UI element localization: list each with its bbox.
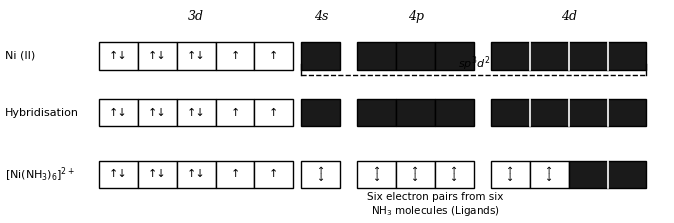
Bar xyxy=(357,161,396,188)
Text: 4p: 4p xyxy=(408,10,423,23)
Bar xyxy=(301,99,340,126)
Bar xyxy=(491,161,530,188)
Text: ↑: ↑ xyxy=(411,166,420,176)
Text: ↑: ↑ xyxy=(269,51,278,61)
Bar xyxy=(491,99,646,126)
Text: $sp^3d^2$: $sp^3d^2$ xyxy=(458,54,490,73)
Text: ↑↓: ↑↓ xyxy=(148,107,166,118)
Bar xyxy=(98,42,137,70)
Text: ↑↓: ↑↓ xyxy=(109,169,127,179)
Text: ↓: ↓ xyxy=(506,173,514,183)
Text: ↑↓: ↑↓ xyxy=(187,169,206,179)
Text: Ni (II): Ni (II) xyxy=(5,51,35,61)
Bar xyxy=(98,99,137,126)
Text: ↑↓: ↑↓ xyxy=(109,107,127,118)
Bar xyxy=(396,161,435,188)
Bar xyxy=(137,99,177,126)
Bar xyxy=(435,161,474,188)
Text: 4d: 4d xyxy=(561,10,576,23)
Text: ↑↓: ↑↓ xyxy=(187,51,206,61)
Text: ↑: ↑ xyxy=(450,166,458,176)
Bar xyxy=(357,42,396,70)
Bar xyxy=(216,42,255,70)
Bar xyxy=(530,161,569,188)
Text: 3d: 3d xyxy=(188,10,204,23)
Bar xyxy=(255,99,293,126)
Text: ↓: ↓ xyxy=(545,173,553,183)
Text: ↑: ↑ xyxy=(373,166,381,176)
Text: ↑: ↑ xyxy=(231,107,240,118)
Text: ↑↓: ↑↓ xyxy=(148,51,166,61)
Bar xyxy=(255,161,293,188)
Bar xyxy=(357,99,396,126)
Bar xyxy=(301,42,340,70)
Text: ↓: ↓ xyxy=(317,173,325,183)
Text: Hybridisation: Hybridisation xyxy=(5,107,79,118)
Text: [Ni(NH$_3$)$_6$]$^{2+}$: [Ni(NH$_3$)$_6$]$^{2+}$ xyxy=(5,165,75,184)
Bar xyxy=(396,99,435,126)
Text: Six electron pairs from six
NH$_3$ molecules (Ligands): Six electron pairs from six NH$_3$ molec… xyxy=(367,192,503,218)
Bar xyxy=(255,42,293,70)
Bar xyxy=(177,161,216,188)
Bar xyxy=(491,42,646,70)
Bar xyxy=(137,42,177,70)
Text: 4s: 4s xyxy=(313,10,328,23)
Bar xyxy=(216,161,255,188)
Text: ↓: ↓ xyxy=(373,173,381,183)
Bar xyxy=(216,99,255,126)
Text: ↑: ↑ xyxy=(269,107,278,118)
Bar xyxy=(177,99,216,126)
Text: ↑: ↑ xyxy=(231,51,240,61)
Text: ↑↓: ↑↓ xyxy=(148,169,166,179)
Bar xyxy=(98,161,137,188)
Text: ↑: ↑ xyxy=(231,169,240,179)
Text: ↓: ↓ xyxy=(450,173,458,183)
Bar xyxy=(301,161,340,188)
Text: ↑↓: ↑↓ xyxy=(187,107,206,118)
Text: ↑: ↑ xyxy=(506,166,514,176)
Bar xyxy=(177,42,216,70)
Text: ↑: ↑ xyxy=(317,166,325,176)
Bar xyxy=(137,161,177,188)
Bar xyxy=(396,42,435,70)
Bar xyxy=(569,161,646,188)
Text: ↑: ↑ xyxy=(545,166,553,176)
Text: ↑↓: ↑↓ xyxy=(109,51,127,61)
Text: ↓: ↓ xyxy=(411,173,420,183)
Bar xyxy=(435,42,474,70)
Text: ↑: ↑ xyxy=(269,169,278,179)
Bar xyxy=(435,99,474,126)
